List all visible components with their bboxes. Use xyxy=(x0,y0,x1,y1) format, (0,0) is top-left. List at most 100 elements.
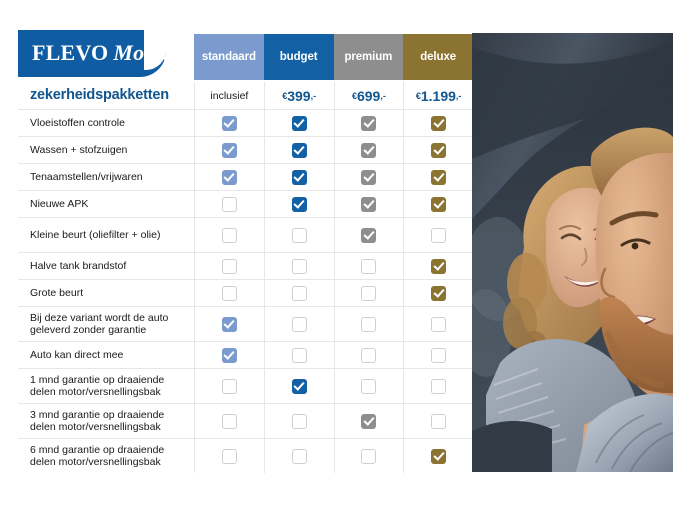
checkbox-checked-icon[interactable] xyxy=(431,196,447,212)
checkbox-unchecked-icon[interactable] xyxy=(361,448,377,464)
checkbox-unchecked-icon[interactable] xyxy=(431,347,447,363)
cell-budget[interactable] xyxy=(263,137,334,163)
cell-premium[interactable] xyxy=(333,191,404,217)
checkbox-checked-icon[interactable] xyxy=(361,115,377,131)
cell-deluxe[interactable] xyxy=(403,280,473,306)
checkbox-unchecked-icon[interactable] xyxy=(291,258,307,274)
cell-premium[interactable] xyxy=(333,253,404,279)
cell-standaard[interactable] xyxy=(194,439,264,473)
checkbox-unchecked-icon[interactable] xyxy=(291,448,307,464)
cell-budget[interactable] xyxy=(263,307,334,341)
cell-premium[interactable] xyxy=(333,439,404,473)
checkbox-unchecked-icon[interactable] xyxy=(291,413,307,429)
checkbox-unchecked-icon[interactable] xyxy=(431,413,447,429)
cell-deluxe[interactable] xyxy=(403,404,473,438)
cell-budget[interactable] xyxy=(263,439,334,473)
checkbox-unchecked-icon[interactable] xyxy=(431,378,447,394)
checkbox-unchecked-icon[interactable] xyxy=(221,285,237,301)
cell-premium[interactable] xyxy=(333,369,404,403)
cell-premium[interactable] xyxy=(333,342,404,368)
checkbox-unchecked-icon[interactable] xyxy=(361,347,377,363)
checkbox-unchecked-icon[interactable] xyxy=(221,448,237,464)
checkbox-checked-icon[interactable] xyxy=(431,169,447,185)
cell-deluxe[interactable] xyxy=(403,164,473,190)
checkbox-checked-icon[interactable] xyxy=(291,196,307,212)
checkbox-unchecked-icon[interactable] xyxy=(291,227,307,243)
cell-budget[interactable] xyxy=(263,404,334,438)
checkbox-unchecked-icon[interactable] xyxy=(221,258,237,274)
checkbox-checked-icon[interactable] xyxy=(221,169,237,185)
checkbox-checked-icon[interactable] xyxy=(361,169,377,185)
checkbox-checked-icon[interactable] xyxy=(361,196,377,212)
column-header-standaard[interactable]: standaard xyxy=(194,34,264,80)
checkbox-unchecked-icon[interactable] xyxy=(361,378,377,394)
checkbox-checked-icon[interactable] xyxy=(361,227,377,243)
checkbox-checked-icon[interactable] xyxy=(221,316,237,332)
checkbox-checked-icon[interactable] xyxy=(291,169,307,185)
checkbox-unchecked-icon[interactable] xyxy=(361,258,377,274)
column-header-premium[interactable]: premium xyxy=(333,34,404,80)
cell-deluxe[interactable] xyxy=(403,439,473,473)
cell-premium[interactable] xyxy=(333,218,404,252)
cell-deluxe[interactable] xyxy=(403,253,473,279)
checkbox-unchecked-icon[interactable] xyxy=(361,285,377,301)
checkbox-unchecked-icon[interactable] xyxy=(291,347,307,363)
column-header-deluxe[interactable]: deluxe xyxy=(403,34,473,80)
cell-budget[interactable] xyxy=(263,191,334,217)
cell-deluxe[interactable] xyxy=(403,110,473,136)
checkbox-checked-icon[interactable] xyxy=(291,378,307,394)
checkbox-unchecked-icon[interactable] xyxy=(221,227,237,243)
checkbox-unchecked-icon[interactable] xyxy=(221,378,237,394)
checkbox-checked-icon[interactable] xyxy=(361,142,377,158)
cell-standaard[interactable] xyxy=(194,307,264,341)
cell-standaard[interactable] xyxy=(194,191,264,217)
cell-standaard[interactable] xyxy=(194,137,264,163)
checkbox-unchecked-icon[interactable] xyxy=(291,285,307,301)
cell-premium[interactable] xyxy=(333,404,404,438)
checkbox-checked-icon[interactable] xyxy=(221,142,237,158)
cell-budget[interactable] xyxy=(263,342,334,368)
checkbox-checked-icon[interactable] xyxy=(431,115,447,131)
cell-deluxe[interactable] xyxy=(403,191,473,217)
checkbox-unchecked-icon[interactable] xyxy=(291,316,307,332)
checkbox-checked-icon[interactable] xyxy=(221,347,237,363)
cell-budget[interactable] xyxy=(263,280,334,306)
cell-premium[interactable] xyxy=(333,280,404,306)
cell-budget[interactable] xyxy=(263,253,334,279)
cell-standaard[interactable] xyxy=(194,218,264,252)
checkbox-checked-icon[interactable] xyxy=(291,115,307,131)
cell-standaard[interactable] xyxy=(194,164,264,190)
cell-standaard[interactable] xyxy=(194,253,264,279)
cell-deluxe[interactable] xyxy=(403,218,473,252)
column-header-budget[interactable]: budget xyxy=(263,34,334,80)
checkbox-checked-icon[interactable] xyxy=(431,448,447,464)
cell-deluxe[interactable] xyxy=(403,137,473,163)
cell-deluxe[interactable] xyxy=(403,369,473,403)
checkbox-unchecked-icon[interactable] xyxy=(221,413,237,429)
checkbox-checked-icon[interactable] xyxy=(431,258,447,274)
cell-budget[interactable] xyxy=(263,164,334,190)
cell-premium[interactable] xyxy=(333,110,404,136)
cell-standaard[interactable] xyxy=(194,280,264,306)
cell-deluxe[interactable] xyxy=(403,342,473,368)
checkbox-checked-icon[interactable] xyxy=(431,285,447,301)
checkbox-unchecked-icon[interactable] xyxy=(361,316,377,332)
cell-premium[interactable] xyxy=(333,137,404,163)
cell-standaard[interactable] xyxy=(194,342,264,368)
cell-premium[interactable] xyxy=(333,164,404,190)
checkbox-unchecked-icon[interactable] xyxy=(431,227,447,243)
cell-budget[interactable] xyxy=(263,369,334,403)
checkbox-checked-icon[interactable] xyxy=(221,115,237,131)
checkbox-checked-icon[interactable] xyxy=(361,413,377,429)
checkbox-checked-icon[interactable] xyxy=(291,142,307,158)
cell-standaard[interactable] xyxy=(194,110,264,136)
cell-premium[interactable] xyxy=(333,307,404,341)
cell-budget[interactable] xyxy=(263,218,334,252)
checkbox-unchecked-icon[interactable] xyxy=(431,316,447,332)
cell-deluxe[interactable] xyxy=(403,307,473,341)
checkbox-checked-icon[interactable] xyxy=(431,142,447,158)
cell-standaard[interactable] xyxy=(194,369,264,403)
cell-standaard[interactable] xyxy=(194,404,264,438)
checkbox-unchecked-icon[interactable] xyxy=(221,196,237,212)
cell-budget[interactable] xyxy=(263,110,334,136)
